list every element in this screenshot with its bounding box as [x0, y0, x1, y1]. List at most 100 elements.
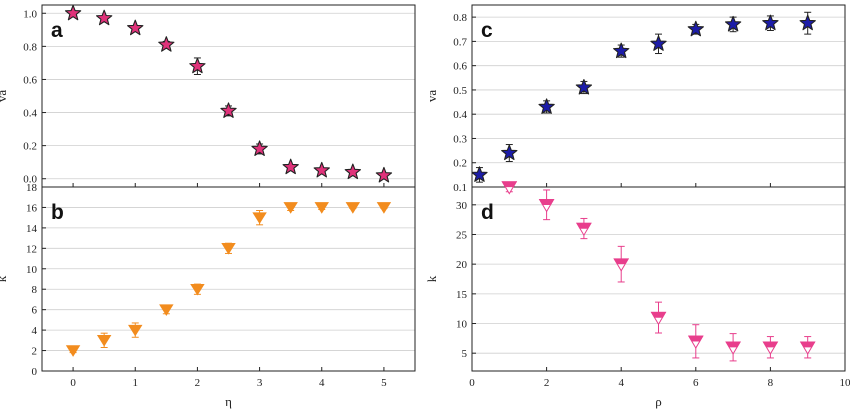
data-point-star	[650, 35, 667, 51]
x-tick-label: 1	[133, 377, 139, 389]
x-tick-label: 2	[195, 377, 201, 389]
panel-b: 024681012141618012345kηb	[0, 182, 416, 409]
x-tick-label: 6	[693, 377, 699, 389]
data-point-triangle-fill	[576, 222, 592, 229]
y-tick-label: 0.8	[453, 12, 467, 24]
y-tick-label: 0.8	[23, 41, 37, 53]
panel-frame	[41, 4, 416, 188]
data-point-triangle	[221, 243, 236, 255]
y-tick-label: 0.7	[453, 36, 467, 48]
x-tick-label: 4	[319, 377, 325, 389]
y-tick-label: 8	[32, 284, 38, 296]
x-tick-label: 0	[70, 377, 76, 389]
data-point-triangle	[252, 212, 267, 224]
data-point-star	[189, 57, 206, 74]
data-point-star	[344, 163, 361, 180]
data-point-star	[501, 144, 518, 161]
data-point-triangle	[65, 345, 81, 357]
data-point-triangle-fill	[650, 311, 667, 318]
data-point-star	[575, 78, 593, 95]
data-point-star	[613, 42, 630, 59]
x-tick-label: 2	[544, 377, 550, 389]
y-axis-label: va	[424, 90, 439, 103]
y-tick-label: 30	[456, 200, 468, 212]
y-tick-label: 0.6	[23, 74, 37, 86]
panel-d: 5 10 15 20 25 30 0 2 4 6 8 10 k ρ d	[424, 181, 850, 409]
y-tick-label: 6	[32, 305, 38, 317]
y-tick-label: 1.0	[23, 8, 37, 20]
panel-frame	[471, 4, 846, 188]
data-point-star	[799, 14, 816, 31]
data-point-star	[127, 19, 144, 36]
data-point-triangle	[314, 202, 329, 214]
y-axis-label: k	[0, 275, 9, 282]
data-point-star	[64, 4, 82, 21]
panel-a: 0.0 0.2 0.4 0.6 0.8 1.0 va a	[0, 4, 416, 188]
data-point-triangle-fill	[762, 341, 779, 348]
y-tick-label: 4	[32, 325, 38, 337]
panel-label: d	[481, 201, 494, 224]
y-tick-label: 0.3	[453, 133, 467, 145]
data-point-star	[251, 140, 268, 156]
data-point-star	[762, 14, 779, 31]
panel-c: 0.1 0.2 0.3 0.4 0.5 0.6 0.7 0.8 va c	[424, 4, 846, 194]
data-point-triangle	[128, 324, 143, 337]
y-axis-label: k	[424, 275, 439, 282]
data-point-star	[375, 166, 393, 183]
y-tick-label: 15	[456, 289, 468, 301]
y-tick-label: 5	[462, 348, 468, 360]
x-tick-label: 8	[768, 377, 774, 389]
y-tick-label: 16	[26, 202, 38, 214]
y-tick-label: 0.4	[23, 108, 37, 120]
data-point-star	[472, 166, 488, 182]
data-points	[472, 11, 816, 183]
data-point-triangle	[345, 202, 361, 214]
x-axis-label: η	[225, 394, 232, 409]
y-tick-label: 10	[26, 264, 38, 276]
data-points	[64, 4, 393, 183]
x-tick-label: 4	[618, 377, 624, 389]
y-tick-label: 12	[26, 243, 37, 255]
data-point-star	[96, 9, 113, 26]
x-tick-label: 3	[257, 377, 263, 389]
x-tick-label: 10	[840, 377, 850, 389]
panel-label: b	[51, 201, 64, 224]
y-tick-label: 10	[456, 319, 468, 331]
data-point-triangle-fill	[501, 181, 517, 188]
y-tick-label: 20	[456, 259, 468, 271]
panel-label: a	[51, 19, 63, 42]
data-points	[65, 202, 392, 357]
data-point-star	[220, 102, 237, 118]
y-tick-label: 14	[26, 223, 38, 235]
x-axis-label: ρ	[655, 394, 662, 409]
data-point-triangle	[190, 283, 205, 296]
data-point-triangle-fill	[725, 341, 741, 348]
y-tick-label: 25	[456, 229, 468, 241]
y-tick-label: 2	[32, 346, 38, 358]
data-point-triangle-fill	[613, 258, 629, 265]
data-point-triangle	[283, 202, 298, 214]
data-point-star	[538, 98, 555, 114]
y-tick-label: 0.2	[23, 141, 37, 153]
data-point-star	[282, 158, 299, 175]
y-tick-label: 0.4	[453, 109, 467, 121]
panel-label: c	[481, 19, 493, 42]
panel-frame	[471, 186, 846, 372]
data-point-triangle-fill	[538, 199, 555, 205]
data-points	[501, 181, 816, 362]
y-tick-label: 0.6	[453, 61, 467, 73]
y-tick-label: 0.5	[453, 85, 467, 97]
data-point-triangle	[96, 335, 112, 347]
y-tick-label: 0.1	[453, 182, 467, 194]
data-point-star	[687, 20, 704, 37]
data-point-triangle-fill	[688, 335, 704, 342]
x-tick-label: 0	[469, 377, 475, 389]
data-point-star	[158, 36, 175, 52]
y-tick-label: 0.0	[23, 174, 37, 186]
x-tick-label: 5	[381, 377, 387, 389]
y-tick-label: 0.2	[453, 158, 467, 170]
data-point-triangle	[376, 202, 392, 214]
panel-frame	[41, 186, 416, 372]
data-point-triangle-fill	[800, 341, 816, 348]
